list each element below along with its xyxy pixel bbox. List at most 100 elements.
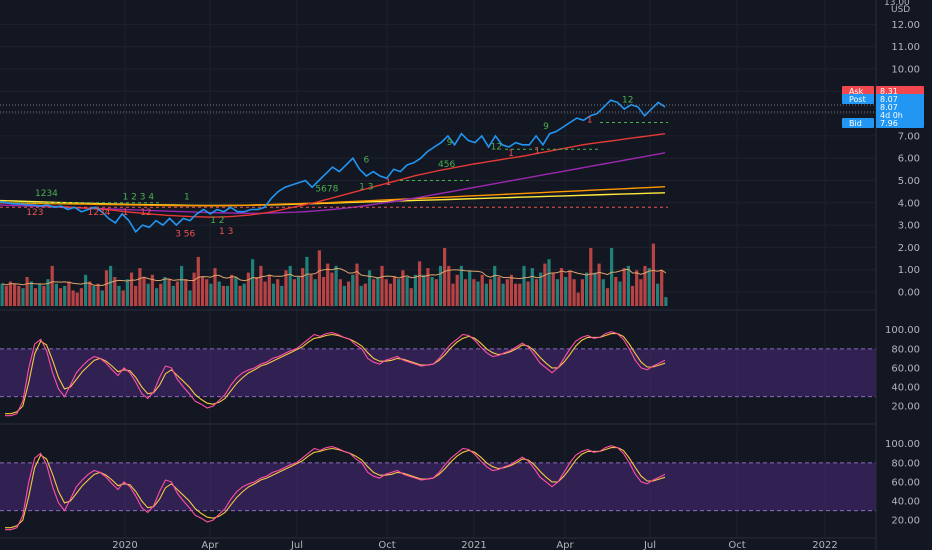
td-label: 6 xyxy=(364,156,370,166)
time-tick-label: Apr xyxy=(556,540,574,550)
quote-tag-bg xyxy=(842,118,874,128)
price-line[interactable] xyxy=(0,99,666,234)
ma-purple-line xyxy=(0,152,666,214)
quote-tag: Bid xyxy=(849,119,862,128)
volume-bar xyxy=(618,281,622,306)
volume-bar xyxy=(276,279,280,306)
osc-tick-label: 80.00 xyxy=(891,458,920,469)
volume-bar xyxy=(84,274,88,306)
volume-bar xyxy=(21,288,25,306)
volume-bar xyxy=(347,281,351,306)
volume-bar xyxy=(426,268,430,306)
volume-bar xyxy=(660,270,664,306)
volume-bar xyxy=(175,281,179,306)
quote-value: 8.07 xyxy=(880,95,898,104)
volume-bar xyxy=(597,263,601,306)
volume-bar xyxy=(217,281,221,306)
time-tick-label: 2020 xyxy=(112,540,137,550)
volume-bar xyxy=(585,272,589,307)
volume-bar xyxy=(17,285,21,306)
volume-bar xyxy=(647,268,651,306)
volume-bar xyxy=(355,263,359,306)
td-label: 1 xyxy=(385,178,391,188)
volume-bar xyxy=(301,268,305,306)
volume-bar xyxy=(401,270,405,306)
osc-tick-label: 40.00 xyxy=(891,497,920,508)
volume-bar xyxy=(54,283,58,306)
volume-bar xyxy=(288,265,292,306)
volume-bar xyxy=(497,277,501,306)
volume-bar xyxy=(330,272,334,307)
volume-bar xyxy=(438,265,443,306)
quote-value-bg xyxy=(876,118,924,128)
volume-bar xyxy=(409,288,413,306)
oscillator-band-fill xyxy=(0,462,876,511)
time-axis[interactable]: 2020 Apr Jul Oct 2021 Apr Jul Oct 2022 xyxy=(112,540,837,550)
td-label: 123 xyxy=(26,208,43,218)
volume-bar xyxy=(367,270,372,306)
quote-value: 8.07 xyxy=(880,103,898,112)
osc-tick-label: 20.00 xyxy=(891,402,920,413)
volume-bar xyxy=(259,265,263,306)
volume-bar xyxy=(155,288,159,306)
quote-value: 7.96 xyxy=(880,119,898,128)
volume-bar xyxy=(213,268,217,306)
volume-bar xyxy=(580,279,584,306)
volume-bar xyxy=(71,290,75,306)
td-label: 9 xyxy=(543,122,549,132)
volume-bar xyxy=(534,279,539,306)
volume-bar xyxy=(13,283,17,306)
volume-bars xyxy=(0,243,668,307)
volume-bar xyxy=(610,248,614,306)
volume-bar xyxy=(234,277,238,306)
volume-bar xyxy=(468,270,472,306)
td-label: 1 xyxy=(587,116,593,126)
volume-bar xyxy=(313,279,317,306)
osc-tick-label: 40.00 xyxy=(891,383,920,394)
osc-tick-label: 20.00 xyxy=(891,516,920,527)
price-tick-label: 7.00 xyxy=(898,131,920,142)
time-tick-label: Oct xyxy=(728,540,745,550)
volume-bar xyxy=(209,283,213,306)
volume-bar xyxy=(50,265,54,306)
quote-tag-bg xyxy=(842,94,874,104)
volume-bar xyxy=(614,277,618,306)
price-tick-label: 6.00 xyxy=(898,154,920,165)
td-label: 12 xyxy=(140,208,151,218)
volume-bar xyxy=(522,265,526,306)
volume-bar xyxy=(455,274,459,306)
td-label: 1 2 3 4 xyxy=(123,193,155,203)
volume-bar xyxy=(593,272,597,307)
volume-bar xyxy=(67,281,71,306)
quote-tag: Ask xyxy=(849,87,864,96)
volume-bar xyxy=(104,270,109,306)
volume-bar xyxy=(635,270,639,306)
volume-bar xyxy=(46,279,50,306)
td-label: 1 3 xyxy=(219,227,233,237)
volume-bar xyxy=(376,277,380,306)
volume-bar xyxy=(422,274,426,306)
volume-bar xyxy=(205,279,209,306)
volume-bar xyxy=(489,279,493,306)
td-label: 5678 xyxy=(315,185,338,195)
volume-bar xyxy=(230,274,234,306)
quote-tag: Post xyxy=(849,95,866,104)
volume-bar xyxy=(572,279,576,306)
volume-bar xyxy=(380,265,384,306)
td-label: 1 xyxy=(184,193,190,203)
volume-bar xyxy=(518,283,522,306)
volume-bar xyxy=(405,277,409,306)
td-levels xyxy=(0,122,668,208)
volume-bar xyxy=(171,285,175,306)
volume-bar xyxy=(413,274,417,306)
time-tick-label: 2022 xyxy=(812,540,837,550)
volume-bar xyxy=(447,265,451,306)
volume-bar xyxy=(284,270,288,306)
volume-bar xyxy=(163,277,167,306)
td-label: 3 56 xyxy=(175,229,195,239)
volume-bar xyxy=(138,268,142,306)
volume-bar xyxy=(526,281,530,306)
volume-bar xyxy=(434,279,438,306)
